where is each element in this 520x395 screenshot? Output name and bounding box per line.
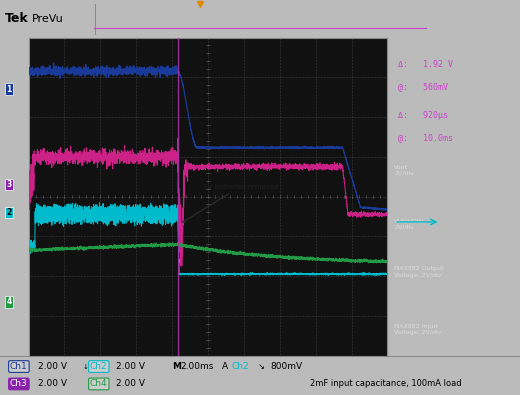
Text: Ch1: Ch1 [10, 362, 28, 371]
Text: Vout
2V/div: Vout 2V/div [394, 165, 414, 176]
Text: Δ:   1.92 V: Δ: 1.92 V [398, 60, 453, 69]
Text: 4: 4 [6, 297, 11, 307]
Text: 2: 2 [6, 208, 11, 217]
Text: 2mF input capacitance, 100mA load: 2mF input capacitance, 100mA load [310, 380, 462, 388]
Text: M: M [172, 362, 181, 371]
Text: 2.00 V: 2.00 V [116, 380, 145, 388]
Text: Ch3: Ch3 [10, 380, 28, 388]
Text: VLBO/DIN
2V/div: VLBO/DIN 2V/div [394, 219, 424, 230]
Text: Ch2: Ch2 [232, 362, 250, 371]
Text: 1: 1 [6, 85, 11, 94]
Text: @:   560mV: @: 560mV [398, 82, 448, 91]
Text: ↓: ↓ [83, 363, 89, 370]
Text: PreVu: PreVu [32, 14, 64, 24]
Text: MAX882 Input
Voltage, 2V/div: MAX882 Input Voltage, 2V/div [394, 324, 441, 335]
Text: 2.00ms: 2.00ms [180, 362, 213, 371]
Text: 3: 3 [6, 180, 11, 189]
Text: Ch2: Ch2 [90, 362, 108, 371]
Text: MAX882 Output
Voltage, 2V/div: MAX882 Output Voltage, 2V/div [394, 267, 444, 278]
Text: Δ:   920μs: Δ: 920μs [398, 111, 448, 120]
Text: 2.00 V: 2.00 V [116, 362, 145, 371]
Text: 2.00 V: 2.00 V [38, 380, 67, 388]
Text: 2.00 V: 2.00 V [38, 362, 67, 371]
Text: 3V batteries removed: 3V batteries removed [183, 184, 278, 222]
Text: ↘: ↘ [258, 362, 265, 371]
Text: @:   10.0ms: @: 10.0ms [398, 133, 453, 142]
Text: 800mV: 800mV [270, 362, 302, 371]
Text: Tek: Tek [5, 12, 29, 25]
Text: A: A [222, 362, 228, 371]
Text: Ch4: Ch4 [90, 380, 108, 388]
